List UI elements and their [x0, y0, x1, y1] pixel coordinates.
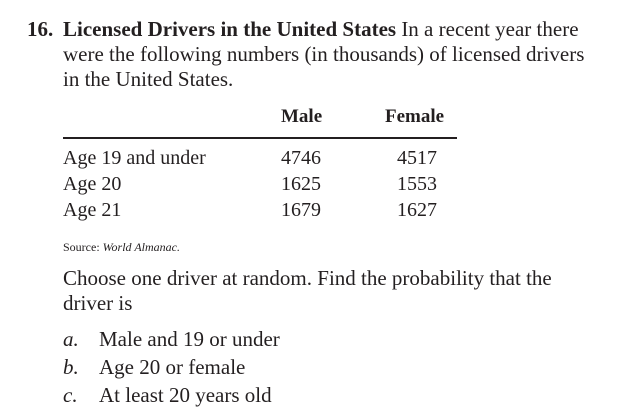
- source-note: Source: World Almanac.: [63, 240, 180, 255]
- row-label: Age 21: [63, 199, 122, 221]
- table-row: Age 19 and under 4746 4517: [63, 147, 463, 173]
- problem-intro-text: In a recent year there were the followin…: [63, 17, 585, 91]
- column-header-male: Male: [281, 106, 323, 127]
- part-text: At least 20 years old: [99, 383, 272, 407]
- problem-intro: Licensed Drivers in the United States In…: [63, 17, 603, 92]
- question-text: Choose one driver at random. Find the pr…: [63, 266, 552, 315]
- row-label: Age 19 and under: [63, 147, 206, 169]
- table-row: Age 21 1679 1627: [63, 199, 463, 225]
- part-text: Age 20 or female: [99, 355, 246, 379]
- female-count: 1553: [397, 173, 437, 195]
- table-header-rule: [63, 137, 457, 139]
- male-count: 1625: [281, 173, 321, 195]
- part-text: Male and 19 or under: [99, 327, 280, 351]
- male-count: 4746: [281, 147, 321, 169]
- table-row: Age 20 1625 1553: [63, 173, 463, 199]
- problem-number: 16.: [27, 17, 54, 41]
- part-letter: c.: [63, 383, 78, 407]
- female-count: 4517: [397, 147, 437, 169]
- column-header-female: Female: [385, 106, 445, 127]
- male-count: 1679: [281, 199, 321, 221]
- source-work: World Almanac.: [102, 240, 180, 254]
- part-letter: b.: [63, 355, 79, 379]
- part-letter: a.: [63, 327, 79, 351]
- row-label: Age 20: [63, 173, 122, 195]
- problem-title: Licensed Drivers in the United States: [63, 17, 397, 41]
- source-prefix: Source:: [63, 240, 100, 254]
- female-count: 1627: [397, 199, 437, 221]
